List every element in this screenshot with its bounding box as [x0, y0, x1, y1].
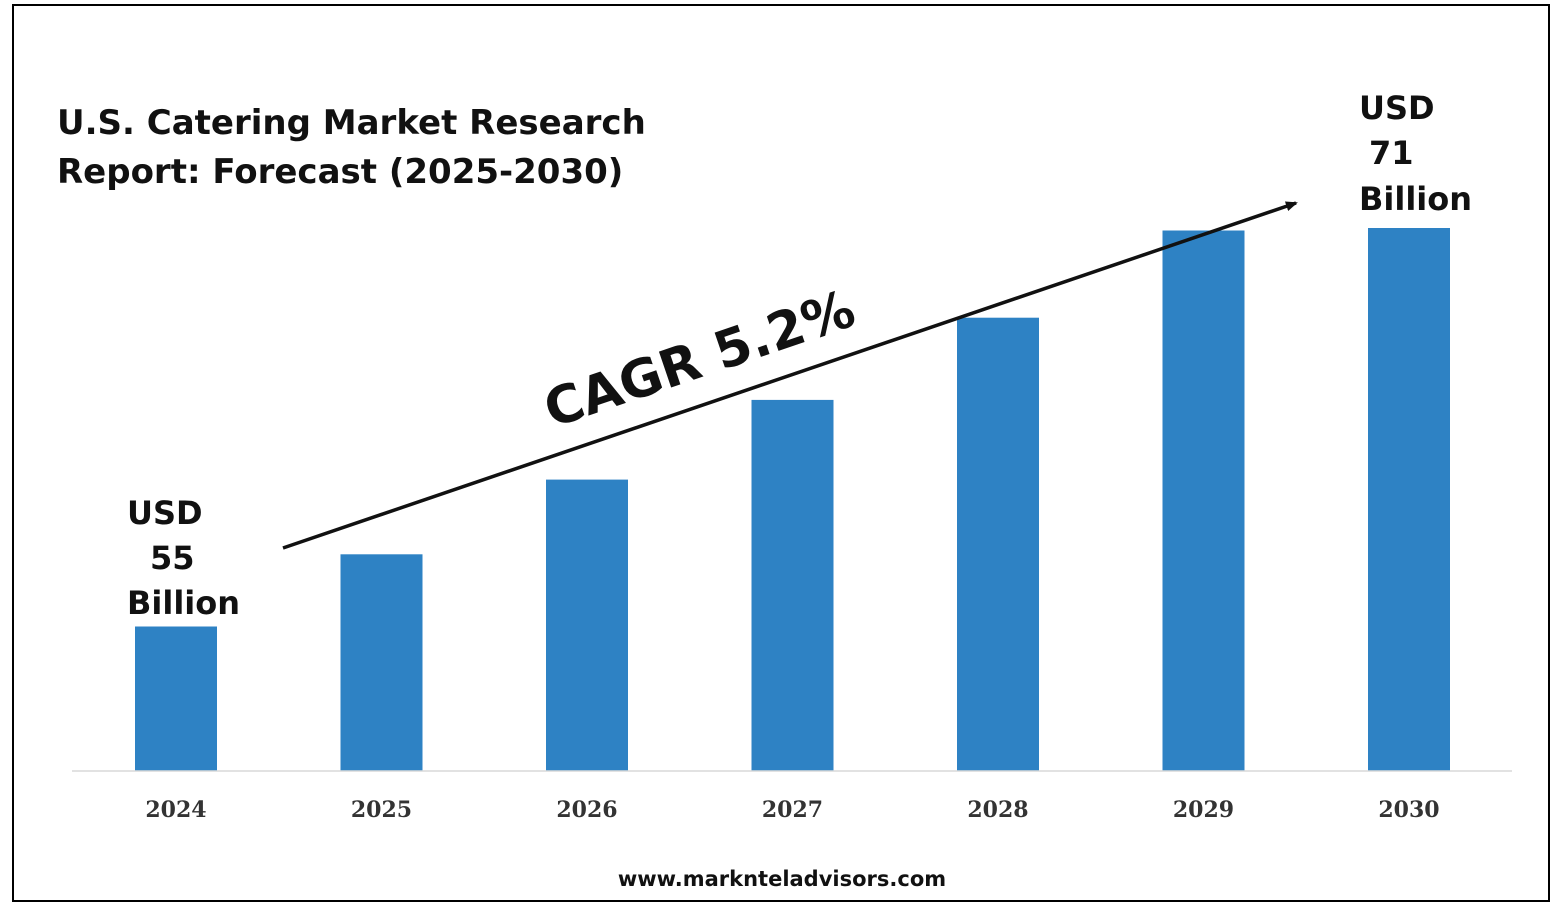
x-tick-label-2024: 2024 — [145, 797, 206, 823]
x-tick-label-2025: 2025 — [351, 797, 412, 823]
start-callout-line-1: USD — [127, 494, 203, 532]
bar-2024 — [135, 626, 217, 771]
x-tick-label-2028: 2028 — [967, 797, 1028, 823]
bar-2025 — [340, 554, 423, 771]
x-tick-label-2030: 2030 — [1378, 797, 1439, 823]
end-callout-line-1: USD — [1359, 89, 1435, 127]
bar-2030 — [1368, 228, 1450, 771]
x-tick-label-2026: 2026 — [556, 797, 617, 823]
chart-title-line-1: U.S. Catering Market Research — [57, 103, 646, 143]
footer-website: www.marknteladvisors.com — [618, 867, 946, 891]
start-callout-value: 55 — [150, 539, 195, 577]
end-callout-value: 71 — [1369, 134, 1414, 172]
x-axis-tick-labels: 2024 2025 2026 2027 2028 2029 2030 — [145, 797, 1439, 823]
bar-2027 — [751, 399, 834, 771]
chart-title-line-2: Report: Forecast (2025-2030) — [57, 152, 623, 192]
growth-arrow — [282, 201, 1298, 550]
bar-2028 — [957, 317, 1039, 771]
bar-series — [135, 228, 1450, 771]
x-tick-label-2027: 2027 — [762, 797, 823, 823]
end-callout-line-3: Billion — [1359, 180, 1472, 218]
x-tick-label-2029: 2029 — [1173, 797, 1234, 823]
bar-2029 — [1162, 230, 1245, 771]
bar-2026 — [546, 479, 628, 771]
start-callout-line-3: Billion — [127, 584, 240, 622]
